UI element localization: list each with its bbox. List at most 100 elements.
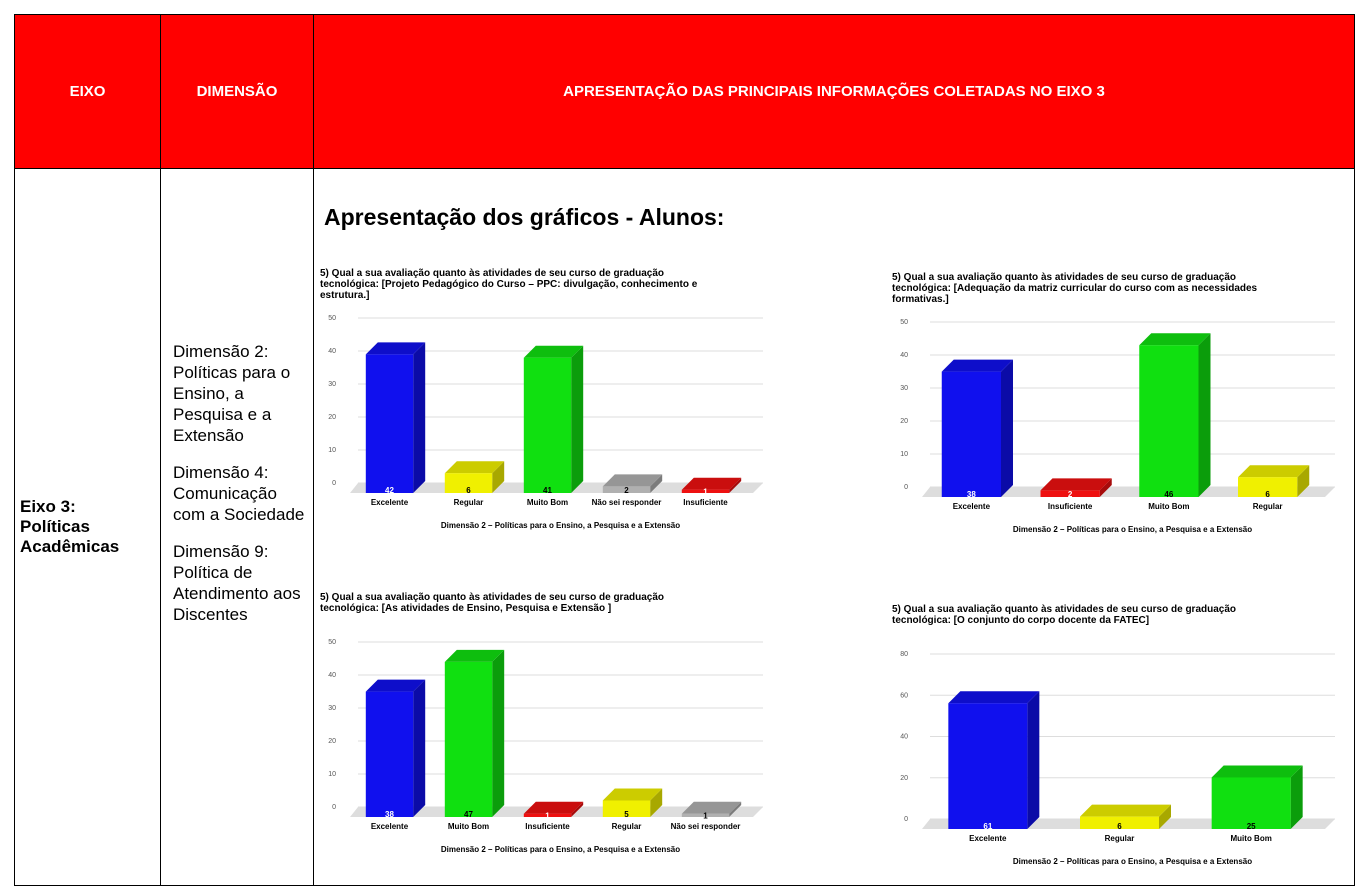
x-axis-label: Dimensão 2 – Políticas para o Ensino, a … — [1013, 857, 1252, 866]
y-tick-label: 60 — [900, 692, 908, 699]
y-tick-label: 10 — [328, 447, 336, 454]
x-tick-label: Não sei responder — [592, 498, 662, 507]
value-label: 2 — [1068, 490, 1073, 499]
x-tick-label: Muito Bom — [1148, 502, 1189, 511]
x-tick-label: Regular — [1253, 502, 1283, 511]
value-label: 6 — [466, 486, 471, 495]
chart: 5) Qual a sua avaliação quanto às ativid… — [890, 604, 1345, 877]
x-tick-label: Regular — [454, 498, 484, 507]
y-tick-label: 20 — [328, 414, 336, 421]
x-tick-label: Muito Bom — [448, 822, 489, 831]
chart-plot: 0 20 40 60 80 61 Excelente 6 Regular 25 Muito Bom D… — [900, 651, 1335, 866]
x-tick-label: Regular — [1105, 834, 1135, 843]
y-tick-label: 0 — [904, 484, 908, 491]
x-tick-label: Muito Bom — [1231, 834, 1272, 843]
bar-top — [948, 691, 1040, 704]
dimensao: Dimensão 9: Política de Atendimento aos … — [173, 542, 301, 624]
bar — [602, 486, 651, 493]
dimensao: Dimensão 4: Comunicação com a Sociedade — [173, 463, 305, 524]
bar — [941, 371, 1001, 497]
value-label: 41 — [543, 486, 552, 495]
bar — [1040, 490, 1100, 497]
bar-top — [523, 345, 584, 358]
bar-top — [1211, 765, 1303, 778]
bar-side — [571, 801, 584, 817]
bar — [681, 813, 730, 817]
bar — [1139, 345, 1199, 497]
bar — [1238, 477, 1298, 497]
bar — [444, 473, 493, 493]
x-axis-label: Dimensão 2 – Políticas para o Ensino, a … — [1013, 525, 1252, 534]
bar-side — [571, 345, 584, 493]
bar-side — [492, 649, 505, 817]
y-tick-label: 40 — [328, 348, 336, 355]
bar — [1080, 816, 1159, 829]
bar-side — [413, 679, 426, 817]
value-label: 1 — [703, 487, 708, 496]
eixo-cell: Eixo 3: Políticas Acadêmicas — [14, 168, 161, 886]
chart-title: 5) Qual a sua avaliação quanto às ativid… — [892, 604, 1237, 626]
bar — [681, 489, 730, 493]
x-tick-label: Muito Bom — [527, 498, 568, 507]
y-tick-label: 40 — [900, 734, 908, 741]
bar — [523, 813, 572, 817]
y-tick-label: 40 — [900, 352, 908, 359]
header-cell: EIXO — [14, 14, 161, 169]
bar-top — [1080, 804, 1171, 817]
value-label: 47 — [464, 810, 473, 819]
value-label: 38 — [385, 810, 394, 819]
header-cell: APRESENTAÇÃO DAS PRINCIPAIS INFORMAÇÕES … — [313, 14, 1355, 169]
bar-top — [681, 477, 742, 490]
y-tick-label: 50 — [328, 315, 336, 322]
bar-top — [1040, 478, 1112, 491]
floor — [922, 487, 1335, 497]
y-tick-label: 20 — [900, 418, 908, 425]
y-tick-label: 30 — [328, 381, 336, 388]
bar-side — [650, 474, 663, 493]
bar-side — [1099, 478, 1112, 497]
bar-top — [1139, 333, 1211, 346]
bar-side — [1159, 804, 1171, 829]
value-label: 61 — [983, 822, 992, 831]
bar — [523, 357, 572, 493]
chart-plot: 0 10 20 30 40 50 38 Excelente 47 Muito Bom 1 Insufi… — [328, 639, 763, 854]
value-label: 1 — [545, 811, 550, 820]
bar-top — [941, 359, 1013, 372]
y-tick-label: 10 — [900, 451, 908, 458]
bar-top — [681, 801, 742, 814]
x-tick-label: Insuficiente — [683, 498, 728, 507]
x-tick-label: Regular — [612, 822, 642, 831]
y-tick-label: 50 — [900, 319, 908, 326]
x-tick-label: Excelente — [953, 502, 991, 511]
bar-side — [1290, 765, 1303, 829]
chart-title: 5) Qual a sua avaliação quanto às ativid… — [892, 272, 1258, 305]
y-tick-label: 10 — [328, 771, 336, 778]
bar-top — [444, 649, 505, 662]
value-label: 42 — [385, 486, 394, 495]
chart-plot: 0 10 20 30 40 50 38 Excelente 2 Insuficiente 46 Mui… — [900, 319, 1335, 534]
value-label: 25 — [1247, 822, 1256, 831]
bar — [365, 354, 414, 493]
section-title: Apresentação dos gráficos - Alunos: — [324, 204, 725, 230]
y-tick-label: 0 — [904, 816, 908, 823]
y-tick-label: 20 — [900, 775, 908, 782]
y-tick-label: 50 — [328, 639, 336, 646]
dimensao-cell: Dimensão 2: Políticas para o Ensino, a P… — [160, 168, 314, 886]
bar-top — [523, 801, 584, 814]
bar-top — [602, 474, 663, 487]
value-label: 6 — [1117, 822, 1122, 831]
x-tick-label: Insuficiente — [525, 822, 570, 831]
value-label: 46 — [1164, 490, 1173, 499]
y-tick-label: 20 — [328, 738, 336, 745]
bar-top — [602, 788, 663, 801]
y-tick-label: 30 — [900, 385, 908, 392]
x-tick-label: Excelente — [371, 498, 409, 507]
y-tick-label: 0 — [332, 804, 336, 811]
value-label: 1 — [703, 811, 708, 820]
chart-title: 5) Qual a sua avaliação quanto às ativid… — [320, 592, 665, 614]
x-tick-label: Excelente — [969, 834, 1007, 843]
content-cell — [313, 168, 1355, 886]
chart: 5) Qual a sua avaliação quanto às ativid… — [318, 592, 773, 865]
y-tick-label: 30 — [328, 705, 336, 712]
y-tick-label: 0 — [332, 480, 336, 487]
